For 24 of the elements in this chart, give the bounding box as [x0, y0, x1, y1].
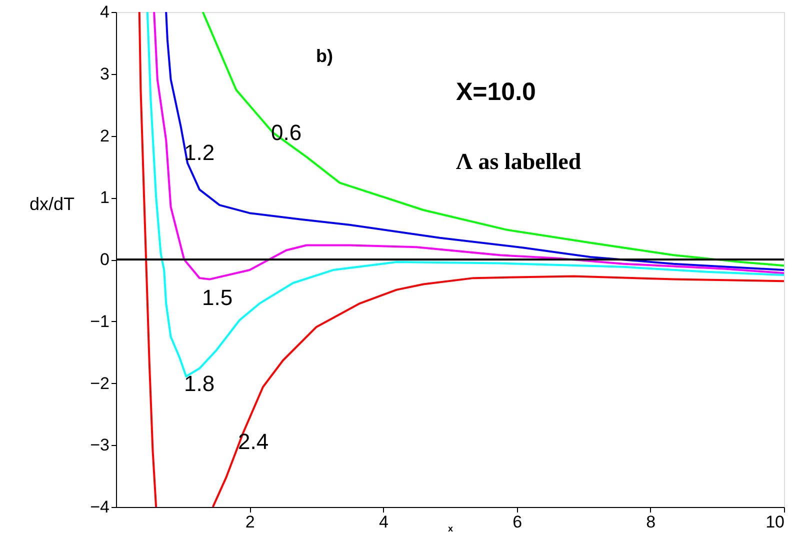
y-tick-label: −4	[90, 498, 110, 516]
series-label: 1.5	[202, 285, 233, 310]
series-label: 2.4	[238, 429, 269, 454]
annotation: b)	[316, 46, 333, 66]
y-tick-label: −2	[90, 374, 110, 393]
y-tick-label: 4	[100, 2, 110, 22]
series-label: 0.6	[271, 120, 302, 145]
annotation: Λ as labelled	[456, 149, 582, 174]
line-series	[146, 12, 784, 378]
x-tick-label: 4	[378, 512, 388, 532]
series-label: 1.8	[184, 371, 215, 396]
annotation: X=10.0	[456, 78, 536, 106]
x-axis-title: x	[448, 524, 454, 534]
y-tick-label: 2	[100, 126, 110, 146]
y-tick-label: 3	[100, 64, 110, 84]
x-tick-label: 8	[646, 512, 656, 532]
x-tick-label: 6	[512, 512, 522, 532]
y-tick-label: −1	[90, 312, 110, 331]
x-tick-label: 2	[245, 512, 255, 532]
y-tick-label: 0	[100, 250, 110, 269]
y-axis-title: dx/dT	[29, 194, 74, 214]
x-tick-label: 10	[766, 512, 784, 532]
y-tick-label: −3	[90, 436, 110, 455]
y-tick-label: 1	[100, 188, 110, 208]
